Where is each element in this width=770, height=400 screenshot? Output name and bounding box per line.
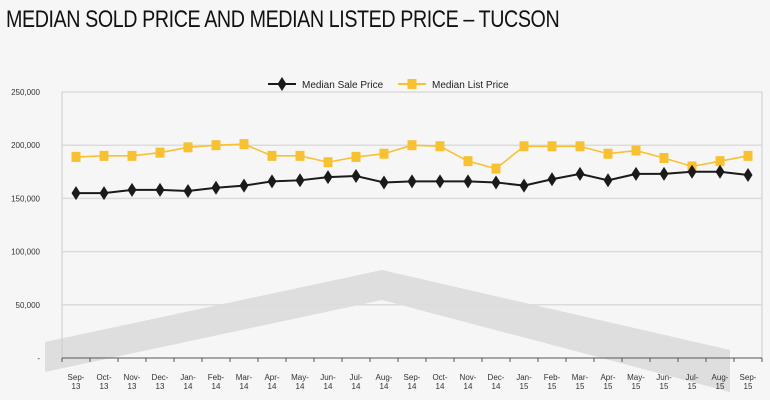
data-point <box>351 151 361 162</box>
y-tick-label: - <box>37 354 40 363</box>
x-tick-label: May-15 <box>627 373 645 391</box>
data-point <box>687 164 697 179</box>
legend-marker <box>277 77 287 91</box>
data-point <box>435 141 445 152</box>
x-tick-label: Jan-14 <box>180 373 196 391</box>
y-tick-label: 100,000 <box>11 248 40 257</box>
data-point <box>519 178 529 193</box>
data-point <box>71 151 81 162</box>
data-point <box>659 152 669 163</box>
data-point <box>183 142 193 153</box>
data-point <box>127 182 137 197</box>
data-point <box>379 148 389 159</box>
x-tick-label: Jun-14 <box>320 373 336 391</box>
x-tick-label: Sep-14 <box>404 373 421 391</box>
x-tick-label: Mar-15 <box>572 373 589 391</box>
chart-title: MEDIAN SOLD PRICE AND MEDIAN LISTED PRIC… <box>6 6 560 33</box>
data-point <box>743 167 753 182</box>
x-tick-label: Nov-13 <box>124 373 141 391</box>
data-point <box>659 166 669 181</box>
x-tick-label: May-14 <box>291 373 309 391</box>
x-tick-label: Sep-13 <box>68 373 85 391</box>
data-point <box>463 174 473 189</box>
data-point <box>295 150 305 161</box>
x-tick-label: Aug-14 <box>376 373 393 391</box>
x-tick-label: Jul-15 <box>686 373 699 391</box>
x-tick-label: Jan-15 <box>516 373 532 391</box>
data-point <box>351 169 361 184</box>
x-tick-label: Mar-14 <box>236 373 253 391</box>
x-tick-label: Feb-15 <box>544 373 561 391</box>
series-median-sale-price <box>71 164 753 201</box>
x-tick-label: Oct-14 <box>432 373 447 391</box>
data-point <box>71 186 81 201</box>
x-tick-label: Apr-14 <box>264 373 279 391</box>
y-tick-label: 250,000 <box>11 88 40 97</box>
data-point <box>463 156 473 167</box>
legend-item: Median List Price <box>398 79 509 91</box>
data-point <box>379 175 389 190</box>
data-point <box>575 141 585 152</box>
data-point <box>547 141 557 152</box>
legend-label: Median Sale Price <box>302 80 384 91</box>
watermark-chevron <box>45 270 730 392</box>
legend-item: Median Sale Price <box>268 77 384 91</box>
data-point <box>239 178 249 193</box>
data-point <box>99 150 109 161</box>
data-point <box>603 173 613 188</box>
data-point <box>183 183 193 198</box>
data-point <box>715 164 725 179</box>
data-point <box>715 156 725 167</box>
x-tick-label: Feb-14 <box>208 373 225 391</box>
y-tick-label: 50,000 <box>16 301 41 310</box>
data-point <box>323 157 333 168</box>
data-point <box>239 139 249 150</box>
series-median-list-price <box>71 139 753 174</box>
data-point <box>491 163 501 174</box>
data-point <box>295 173 305 188</box>
legend-label: Median List Price <box>432 80 509 91</box>
x-tick-label: Jun-15 <box>656 373 672 391</box>
data-point <box>631 166 641 181</box>
data-point <box>519 141 529 152</box>
data-point <box>491 175 501 190</box>
data-point <box>603 148 613 159</box>
data-point <box>547 172 557 187</box>
legend-marker <box>407 79 417 89</box>
x-tick-label: Oct-13 <box>96 373 111 391</box>
data-point <box>155 182 165 197</box>
y-tick-label: 150,000 <box>11 194 40 203</box>
x-tick-label: Sep-15 <box>740 373 757 391</box>
data-point <box>99 186 109 201</box>
x-tick-label: Apr-15 <box>600 373 615 391</box>
x-tick-label: Aug-15 <box>712 373 729 391</box>
data-point <box>211 180 221 195</box>
data-point <box>407 174 417 189</box>
data-point <box>407 140 417 151</box>
x-tick-label: Jul-14 <box>350 373 363 391</box>
y-tick-label: 200,000 <box>11 141 40 150</box>
data-point <box>435 174 445 189</box>
legend: Median Sale Price Median List Price <box>268 77 509 91</box>
x-tick-label: Dec-14 <box>488 373 505 391</box>
data-point <box>575 166 585 181</box>
data-point <box>631 145 641 156</box>
data-point <box>267 174 277 189</box>
data-point <box>155 147 165 158</box>
data-point <box>323 170 333 185</box>
x-tick-label: Dec-13 <box>152 373 169 391</box>
x-tick-label: Nov-14 <box>460 373 477 391</box>
data-point <box>127 150 137 161</box>
data-point <box>211 140 221 151</box>
data-point <box>743 150 753 161</box>
data-point <box>267 150 277 161</box>
